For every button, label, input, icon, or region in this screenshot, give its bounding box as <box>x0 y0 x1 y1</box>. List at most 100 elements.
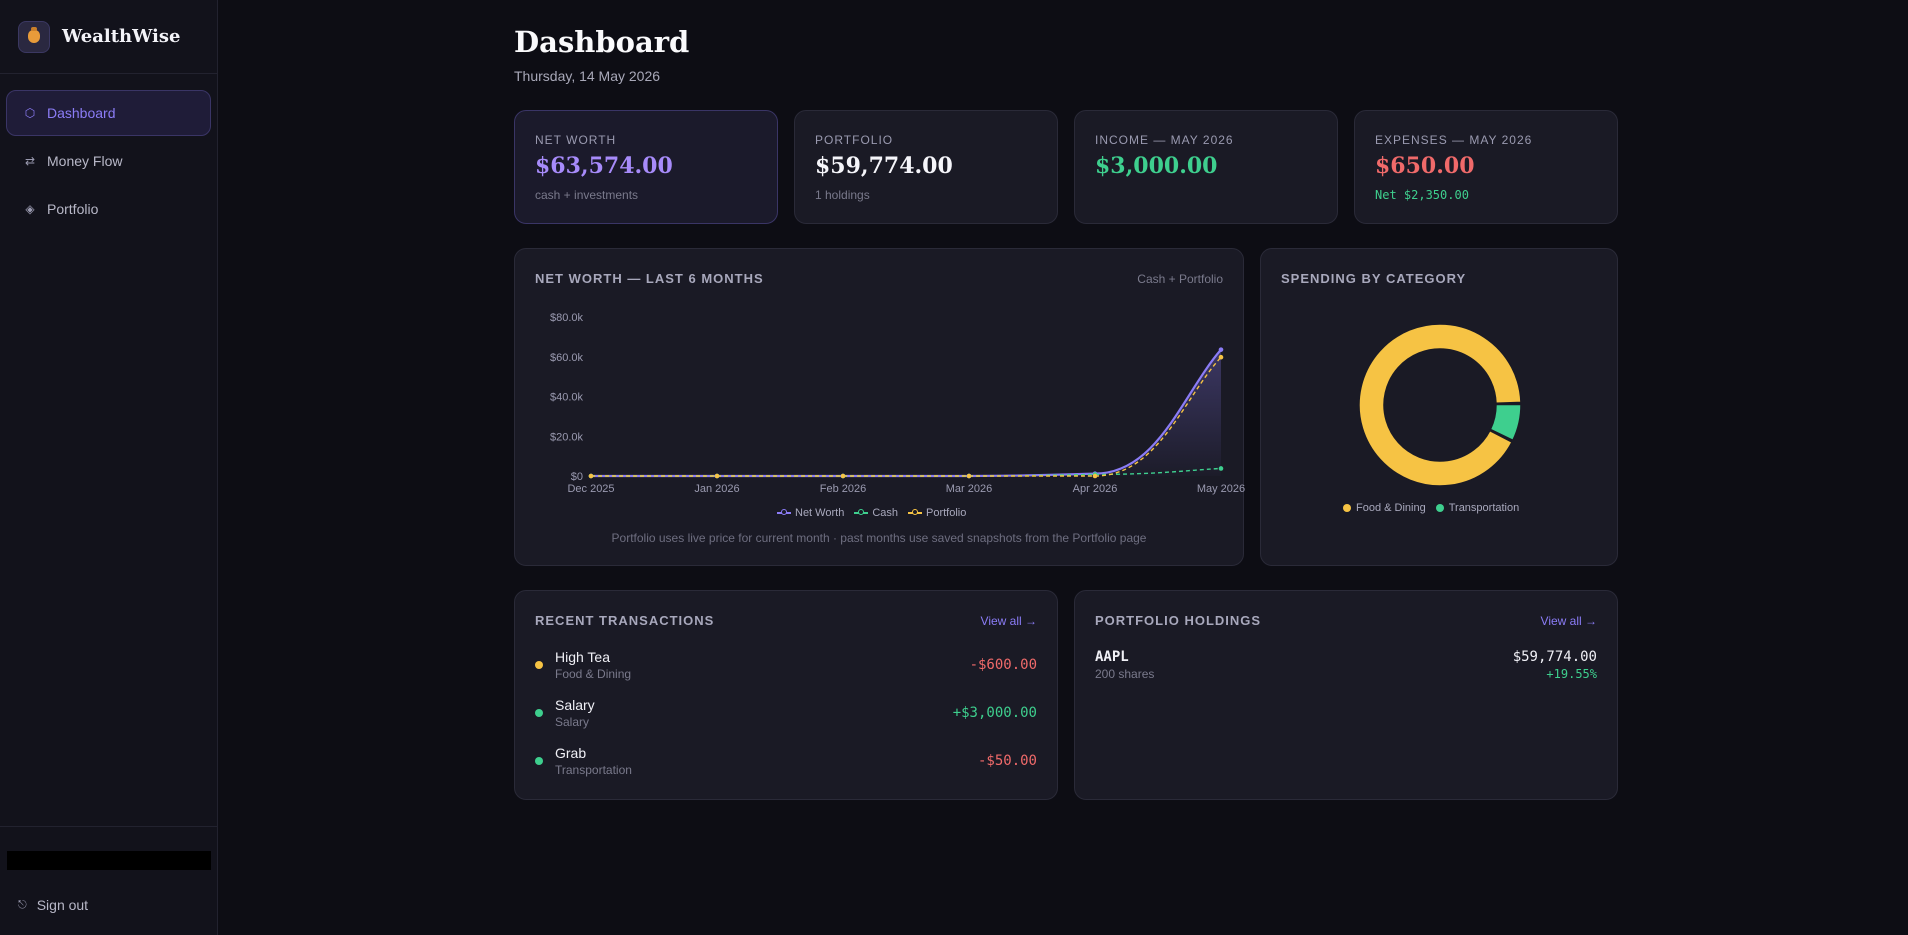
x-tick-label: Jan 2026 <box>694 483 739 495</box>
data-point <box>588 473 594 479</box>
stat-value: $650.00 <box>1375 153 1475 179</box>
section-title: SPENDING BY CATEGORY <box>1281 271 1467 286</box>
category-dot <box>535 709 543 717</box>
view-all-transactions-link[interactable]: View all → <box>980 614 1037 628</box>
chart-subtitle: Cash + Portfolio <box>1137 272 1223 286</box>
data-point <box>1092 473 1098 479</box>
view-all-holdings-link[interactable]: View all → <box>1540 614 1597 628</box>
stat-sub: 1 holdings <box>815 188 870 202</box>
data-point <box>1218 347 1224 352</box>
sidebar-nav: ⬡ Dashboard ⇄ Money Flow ◈ Portfolio <box>0 74 217 232</box>
sign-out-label: Sign out <box>36 897 89 913</box>
legend-item-food: Food & Dining <box>1343 502 1426 514</box>
x-tick-label: Apr 2026 <box>1073 483 1118 495</box>
transaction-category: Transportation <box>555 763 632 777</box>
portfolio-holdings-card: PORTFOLIO HOLDINGS View all → AAPL 200 s… <box>1074 590 1618 800</box>
legend-label: Food & Dining <box>1356 502 1426 514</box>
holding-symbol: AAPL <box>1095 649 1129 665</box>
spending-donut-chart <box>1358 323 1522 487</box>
sidebar-item-portfolio[interactable]: ◈ Portfolio <box>6 186 211 232</box>
section-title: PORTFOLIO HOLDINGS <box>1095 613 1262 628</box>
series-line-net-worth <box>590 348 1222 478</box>
y-tick-label: $60.0k <box>550 352 584 364</box>
x-tick-label: Feb 2026 <box>820 483 866 495</box>
money-bag-icon <box>18 20 50 53</box>
stat-card-portfolio[interactable]: PORTFOLIO $59,774.00 1 holdings <box>794 110 1058 224</box>
y-tick-label: $40.0k <box>550 392 584 404</box>
y-tick-label: $20.0k <box>550 431 584 443</box>
sidebar-item-dashboard[interactable]: ⬡ Dashboard <box>6 90 211 136</box>
legend-label: Cash <box>872 507 898 519</box>
net-worth-line-chart: $0 $20.0k $40.0k $60.0k $80.0k Dec 2025 Jan 20… <box>550 312 1245 495</box>
y-tick-label: $80.0k <box>550 312 584 324</box>
legend-item-portfolio: Portfolio <box>908 507 966 519</box>
stat-value: $3,000.00 <box>1095 153 1218 179</box>
sign-out-icon: ⎋ <box>18 898 27 911</box>
sidebar-item-label: Money Flow <box>47 153 123 169</box>
legend-swatch <box>854 509 869 515</box>
series-line-portfolio <box>590 356 1222 477</box>
net-worth-chart-card: NET WORTH — LAST 6 MONTHS Cash + Portfol… <box>514 248 1245 566</box>
sidebar-footer: ⎋ Sign out <box>0 826 218 935</box>
sign-out-button[interactable]: ⎋ Sign out <box>18 897 88 913</box>
x-tick-label: Mar 2026 <box>946 483 992 495</box>
transaction-amount: -$50.00 <box>977 753 1037 769</box>
holding-shares: 200 shares <box>1095 667 1155 681</box>
stat-card-net-worth[interactable]: NET WORTH $63,574.00 cash + investments <box>514 110 778 224</box>
legend-item-transportation: Transportation <box>1435 502 1519 514</box>
data-point <box>714 473 720 479</box>
legend-item-net-worth: Net Worth <box>777 507 844 519</box>
stat-label: PORTFOLIO <box>815 133 894 147</box>
user-bar <box>7 851 211 870</box>
chart-legend: Net Worth Cash Portfolio <box>777 507 976 519</box>
x-tick-label: Dec 2025 <box>567 483 614 495</box>
diamond-icon: ◈ <box>25 202 35 216</box>
stat-value: $63,574.00 <box>535 153 673 179</box>
hexagon-icon: ⬡ <box>24 106 36 120</box>
transaction-amount: +$3,000.00 <box>952 705 1037 721</box>
data-point <box>1218 466 1224 471</box>
holding-change: +19.55% <box>1546 667 1597 681</box>
transaction-name: Salary <box>555 697 595 713</box>
chart-note: Portfolio uses live price for current mo… <box>611 531 1147 545</box>
pie-slice-transportation <box>1489 403 1522 442</box>
stat-label: EXPENSES — MAY 2026 <box>1375 133 1533 147</box>
sidebar-item-money-flow[interactable]: ⇄ Money Flow <box>6 138 211 184</box>
transaction-category: Food & Dining <box>555 667 632 681</box>
x-tick-label: May 2026 <box>1197 483 1245 495</box>
transaction-category: Salary <box>555 715 590 729</box>
brand[interactable]: WealthWise <box>0 0 217 74</box>
page-date: Thursday, 14 May 2026 <box>514 68 661 84</box>
legend-swatch <box>777 509 791 515</box>
data-point <box>1218 354 1224 360</box>
category-dot <box>535 661 543 669</box>
stat-card-income[interactable]: INCOME — MAY 2026 $3,000.00 <box>1074 110 1338 224</box>
stat-card-expenses[interactable]: EXPENSES — MAY 2026 $650.00 Net $2,350.0… <box>1354 110 1618 224</box>
stat-sub: cash + investments <box>535 188 639 202</box>
legend-swatch <box>908 509 922 515</box>
spending-card: SPENDING BY CATEGORY Food & Dining Trans… <box>1260 248 1618 566</box>
pie-slice-food-dining <box>1358 323 1522 487</box>
category-dot <box>535 757 543 765</box>
transaction-name: High Tea <box>555 649 611 665</box>
donut-legend: Food & Dining Transportation <box>1343 502 1529 514</box>
legend-label: Portfolio <box>926 507 967 519</box>
transaction-name: Grab <box>555 745 587 761</box>
section-title: NET WORTH — LAST 6 MONTHS <box>535 271 764 286</box>
section-title: RECENT TRANSACTIONS <box>535 613 715 628</box>
net-worth-area <box>591 349 1221 476</box>
transaction-row[interactable]: Grab Transportation -$50.00 <box>535 745 1037 785</box>
stat-sub: Net $2,350.00 <box>1375 188 1469 202</box>
recent-transactions-card: RECENT TRANSACTIONS View all → High Tea … <box>514 590 1058 800</box>
brand-name: WealthWise <box>62 26 181 47</box>
data-point <box>966 473 972 479</box>
legend-label: Net Worth <box>795 507 845 519</box>
holding-value: $59,774.00 <box>1512 649 1597 665</box>
transaction-row[interactable]: Salary Salary +$3,000.00 <box>535 697 1037 737</box>
arrows-swap-icon: ⇄ <box>24 154 36 168</box>
data-point <box>840 473 846 479</box>
sidebar-item-label: Portfolio <box>47 201 99 217</box>
transaction-row[interactable]: High Tea Food & Dining -$600.00 <box>535 649 1037 689</box>
legend-swatch <box>1435 504 1444 512</box>
legend-swatch <box>1343 504 1351 512</box>
